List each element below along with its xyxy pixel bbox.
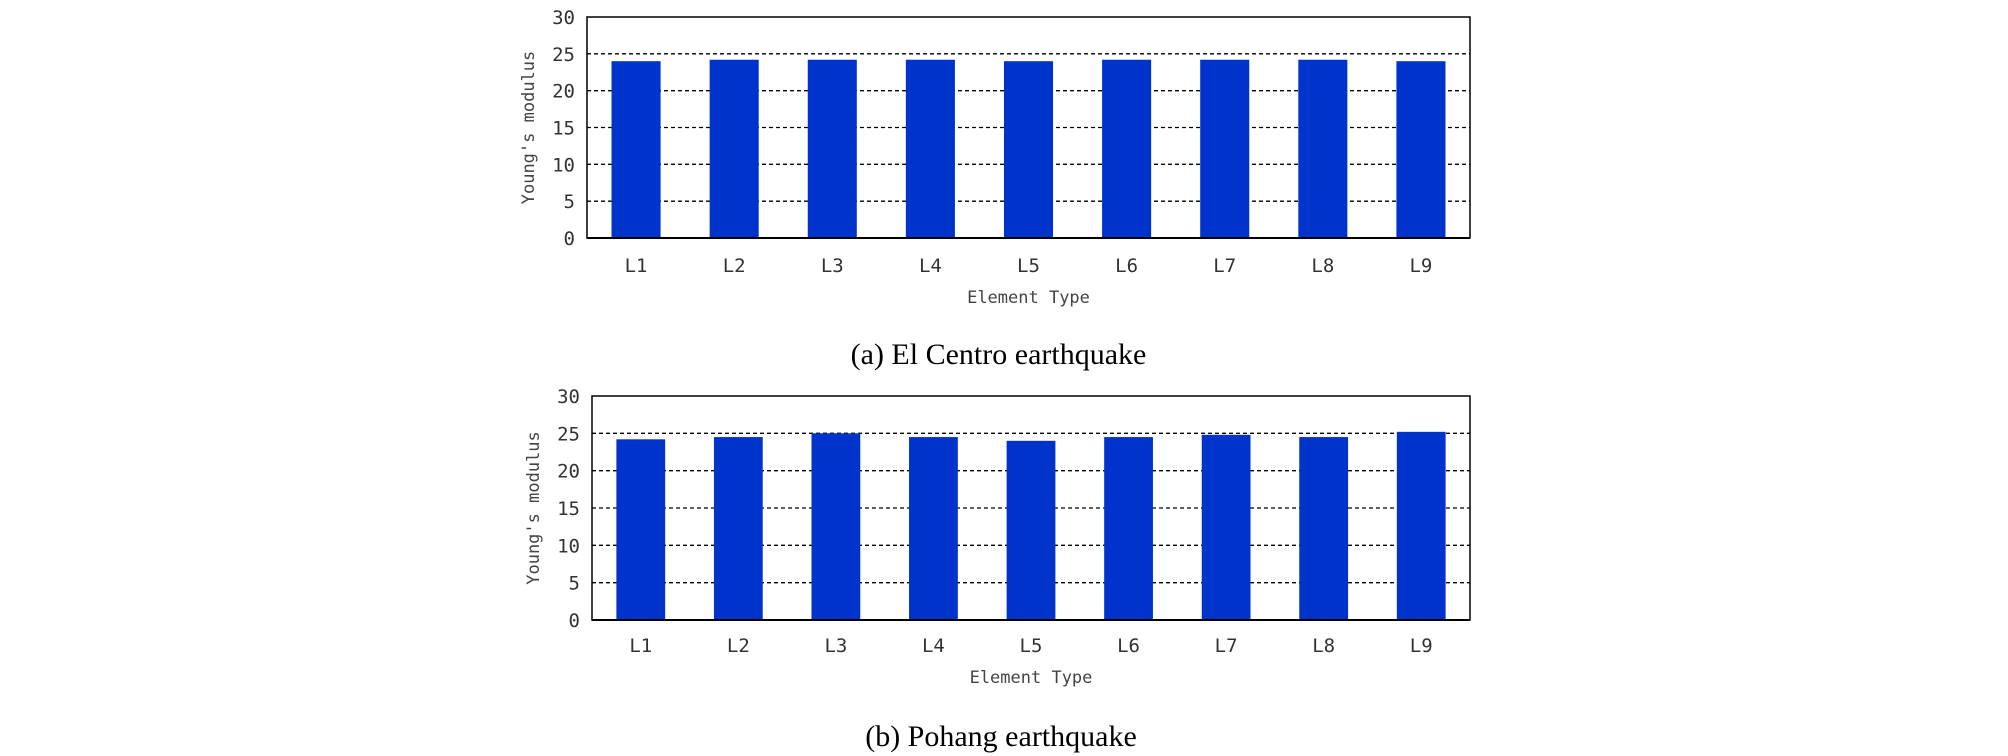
bar-L2	[713, 437, 763, 620]
bar-L7	[1201, 434, 1251, 620]
chart-b: 0 5 10 15 20 25 30 L1 L2 L3 L4 L5 L6 L7 L8 L9 Element Ty…	[524, 386, 1471, 753]
bar-L7	[1200, 59, 1250, 238]
y-tick-label: 30	[552, 7, 575, 29]
bar-L4	[905, 59, 955, 238]
y-tick-label: 25	[557, 423, 580, 445]
y-tick-label: 25	[552, 44, 575, 66]
x-tick-label: L5	[1020, 635, 1043, 657]
x-tick-label: L4	[922, 635, 945, 657]
y-tick-label: 15	[552, 118, 575, 140]
chart-caption: (b) Pohang earthquake	[865, 720, 1137, 753]
chart-caption: (a) El Centro earthquake	[851, 338, 1147, 371]
x-tick-label: L9	[1410, 635, 1433, 657]
bar-L9	[1396, 431, 1446, 620]
bar-L6	[1104, 437, 1153, 620]
y-tick-label: 20	[557, 461, 580, 483]
x-tick-label: L8	[1312, 635, 1335, 657]
x-tick-label: L7	[1215, 635, 1238, 657]
chart-a: 0 5 10 15 20 25 30 L1 L2 L3 L4 L5 L6 L7 L8 L9 Element Ty…	[519, 7, 1471, 371]
x-tick-label: L6	[1117, 635, 1140, 657]
bar-L9	[1396, 61, 1446, 239]
x-axis-label: Element Type	[970, 668, 1093, 688]
x-tick-label: L6	[1115, 255, 1138, 277]
x-tick-label: L5	[1017, 255, 1040, 277]
y-tick-label: 5	[564, 191, 575, 213]
x-tick-label: L2	[727, 635, 750, 657]
y-tick-label: 0	[569, 610, 580, 632]
y-tick-label: 10	[552, 154, 575, 176]
bar-L2	[709, 59, 759, 238]
bar-L5	[1003, 61, 1054, 239]
x-tick-label: L9	[1409, 255, 1432, 277]
bar-L3	[811, 433, 861, 620]
x-tick-label: L4	[919, 255, 942, 277]
bar-L4	[909, 437, 958, 620]
x-tick-label: L1	[625, 255, 648, 277]
x-tick-label: L8	[1311, 255, 1334, 277]
x-axis-label: Element Type	[967, 288, 1090, 308]
x-tick-label: L2	[723, 255, 746, 277]
y-tick-label: 20	[552, 81, 575, 103]
y-tick-label: 10	[557, 535, 580, 557]
bar-L1	[611, 61, 661, 239]
y-tick-label: 0	[564, 228, 575, 250]
x-tick-label: L7	[1213, 255, 1236, 277]
x-tick-label: L1	[629, 635, 652, 657]
bar-L1	[616, 439, 666, 620]
x-tick-label: L3	[824, 635, 847, 657]
bar-L3	[807, 59, 857, 238]
y-axis-label: Young's modulus	[519, 51, 539, 205]
bar-L8	[1298, 59, 1348, 238]
y-axis-label: Young's modulus	[524, 431, 544, 585]
bar-L6	[1102, 59, 1152, 238]
y-tick-label: 15	[557, 498, 580, 520]
y-tick-label: 30	[557, 386, 580, 408]
bar-L8	[1299, 437, 1349, 620]
y-tick-label: 5	[569, 573, 580, 595]
x-tick-label: L3	[821, 255, 844, 277]
bar-L5	[1006, 440, 1056, 620]
